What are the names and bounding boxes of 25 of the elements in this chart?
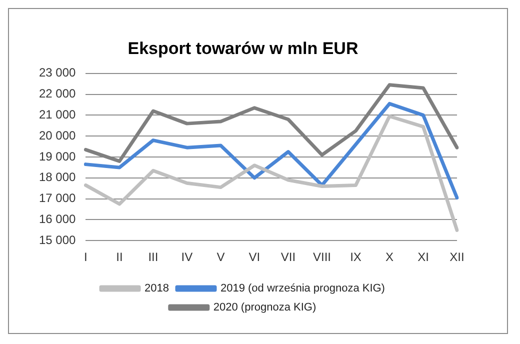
chart-title: Eksport towarów w mln EUR (128, 38, 358, 58)
y-tick-label: 18 000 (39, 170, 76, 184)
x-tick-label: IV (181, 250, 193, 264)
x-tick-label: I (84, 250, 88, 264)
y-tick-label: 20 000 (39, 128, 76, 142)
x-tick-label: X (385, 250, 394, 264)
y-tick-label: 15 000 (39, 232, 76, 247)
x-tick-label: V (216, 250, 225, 264)
y-tick-label: 21 000 (39, 108, 76, 122)
x-tick-label: XI (418, 250, 429, 264)
x-tick-label: XII (450, 250, 464, 264)
legend-label: 2020 (prognoza KIG) (213, 302, 316, 314)
x-tick-label: VIII (312, 250, 331, 264)
y-tick-label: 17 000 (39, 191, 76, 206)
x-tick-label: VI (248, 250, 260, 264)
y-tick-label: 16 000 (39, 212, 76, 226)
y-tick-label: 23 000 (39, 66, 76, 80)
y-tick-label: 19 000 (39, 149, 76, 164)
x-tick-label: IX (350, 250, 362, 264)
y-tick-label: 22 000 (39, 86, 76, 101)
x-tick-label: III (148, 250, 158, 264)
legend-label: 2018 (144, 282, 170, 295)
x-tick-label: VII (280, 250, 296, 264)
legend-label: 2019 (od września prognoza KIG) (220, 282, 385, 295)
x-tick-label: II (116, 250, 123, 264)
